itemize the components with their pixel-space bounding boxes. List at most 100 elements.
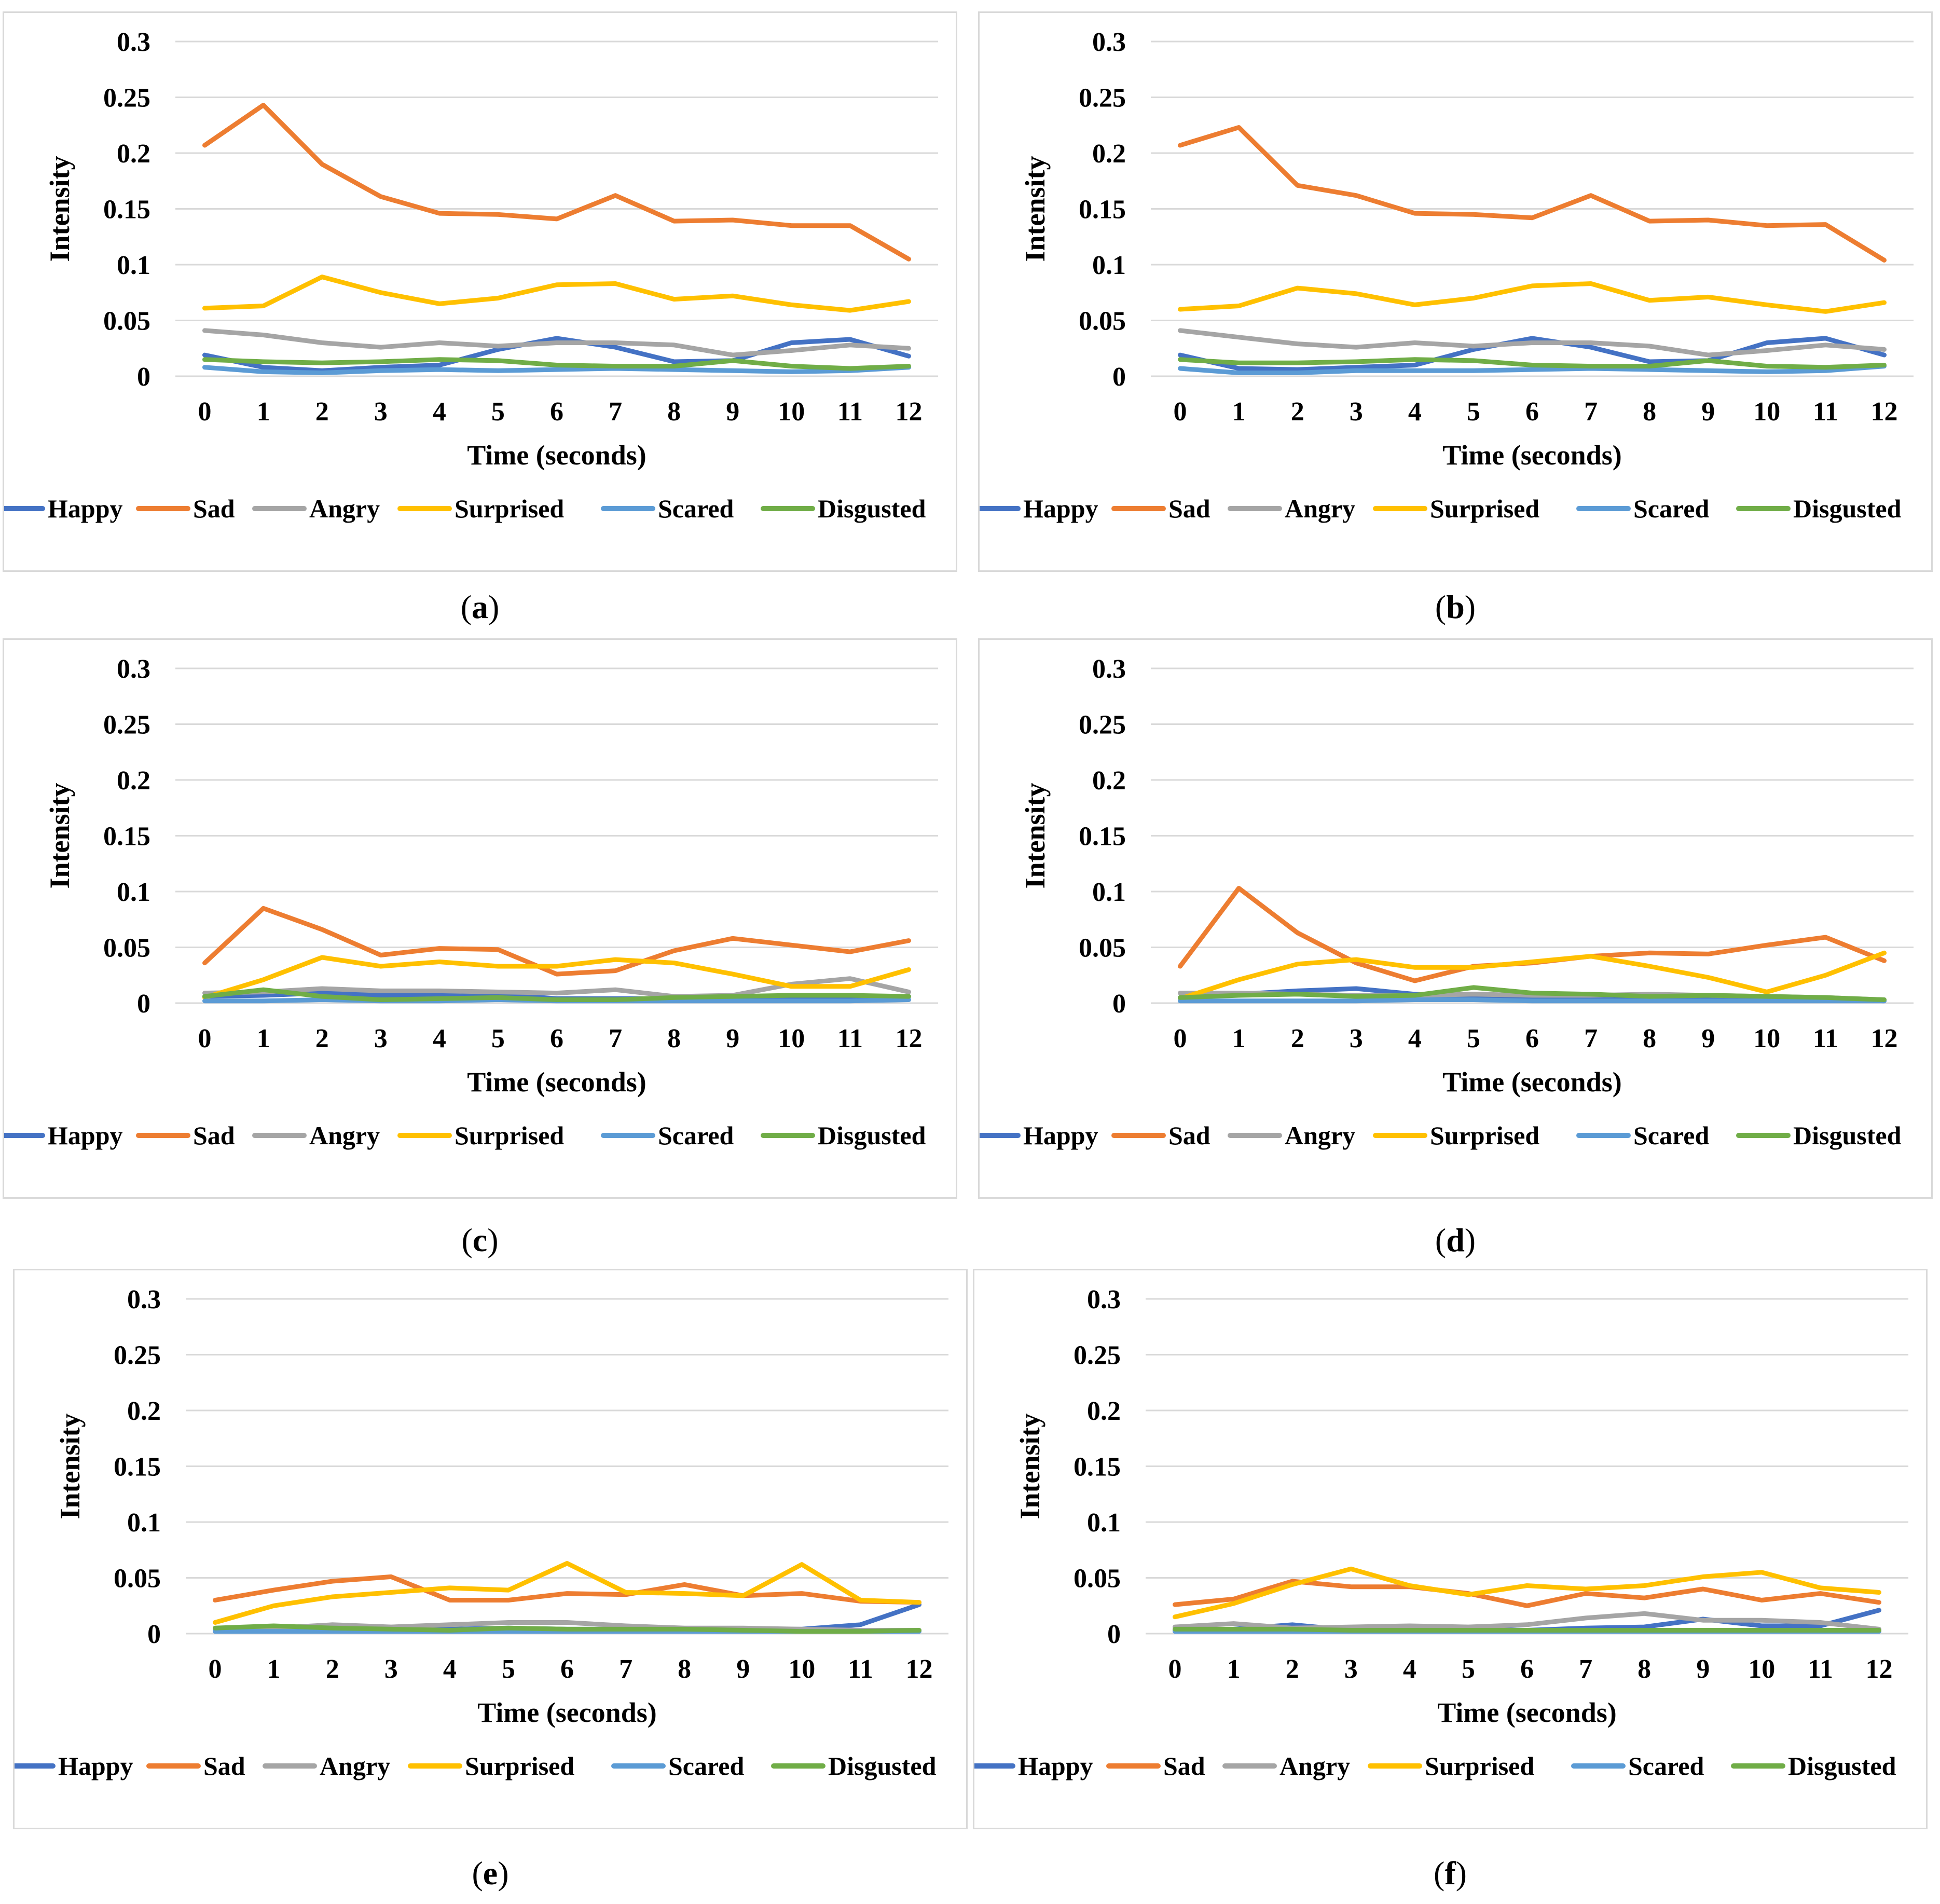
legend-label-sad: Sad [1168, 1121, 1210, 1150]
legend-label-disgusted: Disgusted [1788, 1751, 1896, 1780]
x-tick-label: 7 [1579, 1654, 1592, 1684]
y-tick-label: 0.25 [1079, 710, 1126, 740]
x-tick-label: 6 [1520, 1654, 1534, 1684]
chart-panel-c: 0 0.05 0.1 0.15 0.2 0.25 0.3 0 1 2 3 4 5 6 7 8 9 10 11 12 Ti… [3, 638, 957, 1199]
x-tick-label: 1 [1232, 397, 1246, 427]
series-line-disgusted [1178, 357, 1887, 370]
y-tick-label: 0.25 [103, 84, 150, 113]
x-tick-label: 0 [1174, 1024, 1187, 1053]
line-chart-f: 00.050.10.150.20.250.30 1 2 3 4 5 6 7 8 9 10 11 12Ti… [974, 1285, 1908, 1780]
y-tick-label: 0.3 [117, 28, 150, 57]
y-tick-label: 0.15 [1079, 822, 1126, 852]
y-tick-label: 0 [1107, 1620, 1121, 1649]
x-tick-label: 5 [1467, 397, 1480, 427]
x-axis-title: Time (seconds) [1442, 440, 1622, 471]
y-tick-label: 0.2 [127, 1396, 161, 1426]
x-tick-label: 2 [1291, 1024, 1304, 1053]
legend-label-angry: Angry [320, 1751, 390, 1780]
line-chart-e: 00.050.10.150.20.250.30 1 2 3 4 5 6 7 8 9 10 11 12Ti… [15, 1285, 948, 1780]
x-tick-label: 8 [1638, 1654, 1651, 1684]
y-tick-label: 0.3 [1092, 654, 1126, 684]
chart-panel-f: 0 0.05 0.1 0.15 0.2 0.25 0.3 0 1 2 3 4 5 6 7 8 9 10 11 12 Ti… [973, 1269, 1928, 1829]
y-tick-label: 0.15 [1074, 1453, 1121, 1482]
caption-a: (a) [460, 588, 500, 625]
series-line-sad [1178, 125, 1887, 263]
series-line-disgusted [213, 1623, 921, 1634]
legend-label-happy: Happy [48, 494, 123, 523]
x-tick-label: 7 [1584, 1024, 1598, 1053]
series-line-surprised [202, 955, 911, 1000]
legend-label-surprised: Surprised [1425, 1751, 1534, 1780]
x-tick-label: 5 [1462, 1654, 1475, 1684]
x-tick-label: 0 [198, 1024, 212, 1053]
x-tick-label: 8 [667, 397, 681, 427]
caption-e: (e) [472, 1855, 509, 1892]
legend-label-surprised: Surprised [1430, 1121, 1539, 1150]
x-tick-label: 2 [1291, 397, 1304, 427]
line-chart-d: 00.050.10.150.20.250.30 1 2 3 4 5 6 7 8 9 10 11 12Ti… [980, 654, 1914, 1150]
x-tick-label: 8 [667, 1024, 681, 1053]
x-tick-label: 10 [788, 1654, 815, 1684]
caption-b: (b) [1435, 588, 1476, 625]
legend-label-scared: Scared [658, 1121, 734, 1150]
x-axis-title: Time (seconds) [477, 1697, 657, 1728]
y-axis-title: Intensity [1020, 783, 1051, 888]
x-tick-label: 4 [433, 397, 446, 427]
y-tick-label: 0.2 [1087, 1396, 1121, 1426]
legend-label-sad: Sad [193, 1121, 235, 1150]
x-tick-label: 3 [374, 397, 388, 427]
y-tick-label: 0.3 [1092, 28, 1126, 57]
x-tick-label: 11 [1808, 1654, 1833, 1684]
chart-panel-b: 0 0.05 0.1 0.15 0.2 0.25 0.3 0 1 2 3 4 5 6 7 8 9 10 11 12 Ti… [978, 11, 1933, 572]
x-axis-title: Time (seconds) [467, 1066, 646, 1098]
x-tick-label: 6 [1525, 1024, 1539, 1053]
legend-label-disgusted: Disgusted [818, 494, 926, 523]
y-tick-label: 0.3 [117, 654, 150, 684]
x-tick-label: 1 [257, 397, 270, 427]
legend-label-disgusted: Disgusted [818, 1121, 926, 1150]
x-tick-label: 9 [1701, 1024, 1715, 1053]
x-tick-label: 11 [837, 1024, 863, 1053]
x-tick-label: 0 [1168, 1654, 1182, 1684]
x-tick-label: 12 [895, 397, 922, 427]
x-axis-title: Time (seconds) [467, 440, 646, 471]
legend-label-disgusted: Disgusted [828, 1751, 937, 1780]
x-tick-label: 6 [1525, 397, 1539, 427]
legend-label-happy: Happy [1023, 494, 1098, 523]
series-line-sad [1173, 1579, 1881, 1608]
x-tick-label: 9 [726, 397, 739, 427]
y-tick-label: 0.2 [117, 139, 150, 169]
x-tick-label: 0 [209, 1654, 222, 1684]
x-axis-title: Time (seconds) [1442, 1066, 1622, 1098]
x-tick-label: 7 [609, 397, 622, 427]
legend-label-happy: Happy [1018, 1751, 1093, 1780]
x-tick-label: 4 [433, 1024, 446, 1053]
x-tick-label: 5 [1467, 1024, 1480, 1053]
legend-label-surprised: Surprised [465, 1751, 574, 1780]
series-line-disgusted [1178, 985, 1887, 1002]
x-tick-label: 8 [678, 1654, 691, 1684]
legend-label-sad: Sad [1168, 494, 1210, 523]
y-axis-title: Intensity [1020, 156, 1051, 262]
series-line-surprised [213, 1561, 921, 1625]
x-tick-label: 7 [619, 1654, 632, 1684]
x-tick-label: 0 [198, 397, 212, 427]
x-tick-label: 12 [905, 1654, 932, 1684]
x-tick-label: 2 [315, 1024, 329, 1053]
x-tick-label: 12 [1870, 397, 1897, 427]
legend-label-surprised: Surprised [1430, 494, 1539, 523]
legend-label-happy: Happy [58, 1751, 133, 1780]
legend-label-scared: Scared [1628, 1751, 1704, 1780]
legend-label-scared: Scared [1633, 1121, 1709, 1150]
y-tick-label: 0.1 [117, 251, 150, 280]
line-chart-b: 00.050.10.150.20.250.30 1 2 3 4 5 6 7 8 9 10 11 12Ti… [980, 28, 1914, 523]
y-tick-label: 0.2 [1092, 139, 1126, 169]
legend-label-angry: Angry [309, 1121, 380, 1150]
y-tick-label: 0.3 [127, 1285, 161, 1314]
x-tick-label: 3 [384, 1654, 398, 1684]
x-tick-label: 9 [1701, 397, 1715, 427]
x-tick-label: 9 [1696, 1654, 1710, 1684]
x-tick-label: 12 [1865, 1654, 1892, 1684]
x-axis-title: Time (seconds) [1437, 1697, 1617, 1728]
x-tick-label: 6 [550, 397, 563, 427]
